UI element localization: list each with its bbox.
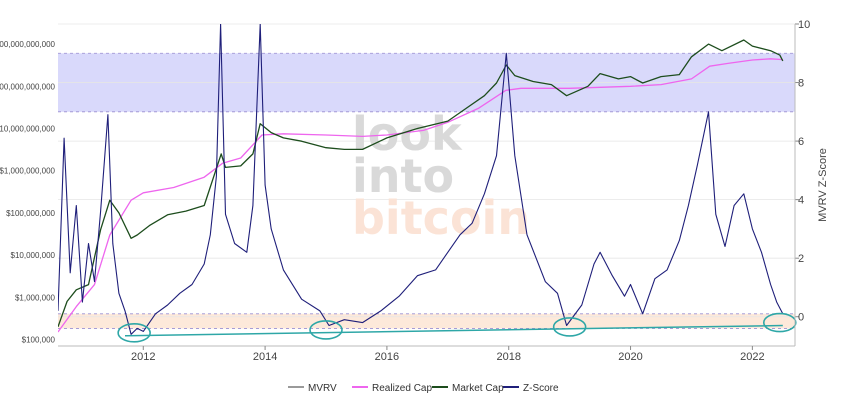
- legend[interactable]: MVRV Realized Cap Market Cap Z-Score: [288, 383, 559, 394]
- bottom-highlight-circle-1: [309, 320, 343, 340]
- watermark-word: bitcoin: [352, 191, 530, 245]
- trend-overlay: [117, 312, 797, 343]
- bottom-highlight-circle-0: [117, 323, 151, 343]
- legend-label: MVRV: [308, 383, 337, 394]
- left-tick-label: $10,000,000,000: [0, 125, 56, 134]
- x-tick-label: 2014: [253, 351, 277, 363]
- zone-band-1: [58, 313, 795, 329]
- left-tick-label: $1,000,000,000,000: [0, 40, 56, 49]
- right-tick-label: 10: [798, 19, 810, 31]
- left-tick-label: $100,000,000,000: [0, 82, 56, 91]
- series-lines: [58, 24, 784, 335]
- watermark-word: look: [352, 107, 463, 161]
- right-axis-title: MVRV Z-Score: [817, 148, 829, 222]
- x-tick-label: 2022: [740, 351, 764, 363]
- legend-item-realized-cap[interactable]: Realized Cap: [352, 383, 432, 394]
- legend-item-market-cap[interactable]: Market Cap: [432, 383, 504, 394]
- legend-item-mvrv[interactable]: MVRV: [288, 383, 337, 394]
- bottom-highlight-circle-3: [762, 312, 797, 333]
- right-tick-label: 6: [798, 136, 804, 148]
- left-tick-label: $1,000,000,000: [0, 167, 56, 176]
- right-tick-label: 8: [798, 78, 804, 90]
- bottom-highlight-circle-2: [552, 317, 587, 337]
- legend-label: Z-Score: [523, 383, 559, 394]
- legend-item-z-score[interactable]: Z-Score: [503, 383, 559, 394]
- left-tick-label: $100,000: [22, 335, 56, 344]
- axes: 0 2 4 6 8 10 $100,000 $1,000,000 $10,000,000 $100…: [0, 19, 810, 363]
- right-tick-label: 4: [798, 195, 804, 207]
- bottom-trendline: [124, 324, 783, 337]
- x-tick-label: 2016: [375, 351, 399, 363]
- legend-label: Realized Cap: [372, 383, 432, 394]
- right-tick-label: 0: [798, 312, 804, 324]
- right-tick-label: 2: [798, 253, 804, 265]
- x-tick-label: 2012: [131, 351, 155, 363]
- x-tick-label: 2018: [496, 351, 520, 363]
- left-tick-label: $10,000,000: [11, 251, 56, 260]
- series-market-cap-line: [58, 39, 784, 328]
- left-tick-label: $100,000,000: [6, 209, 55, 218]
- watermark-word: into: [352, 149, 454, 203]
- legend-label: Market Cap: [452, 383, 504, 394]
- series-z-score-line: [58, 24, 784, 335]
- left-tick-label: $1,000,000: [15, 293, 56, 302]
- x-tick-label: 2020: [618, 351, 642, 363]
